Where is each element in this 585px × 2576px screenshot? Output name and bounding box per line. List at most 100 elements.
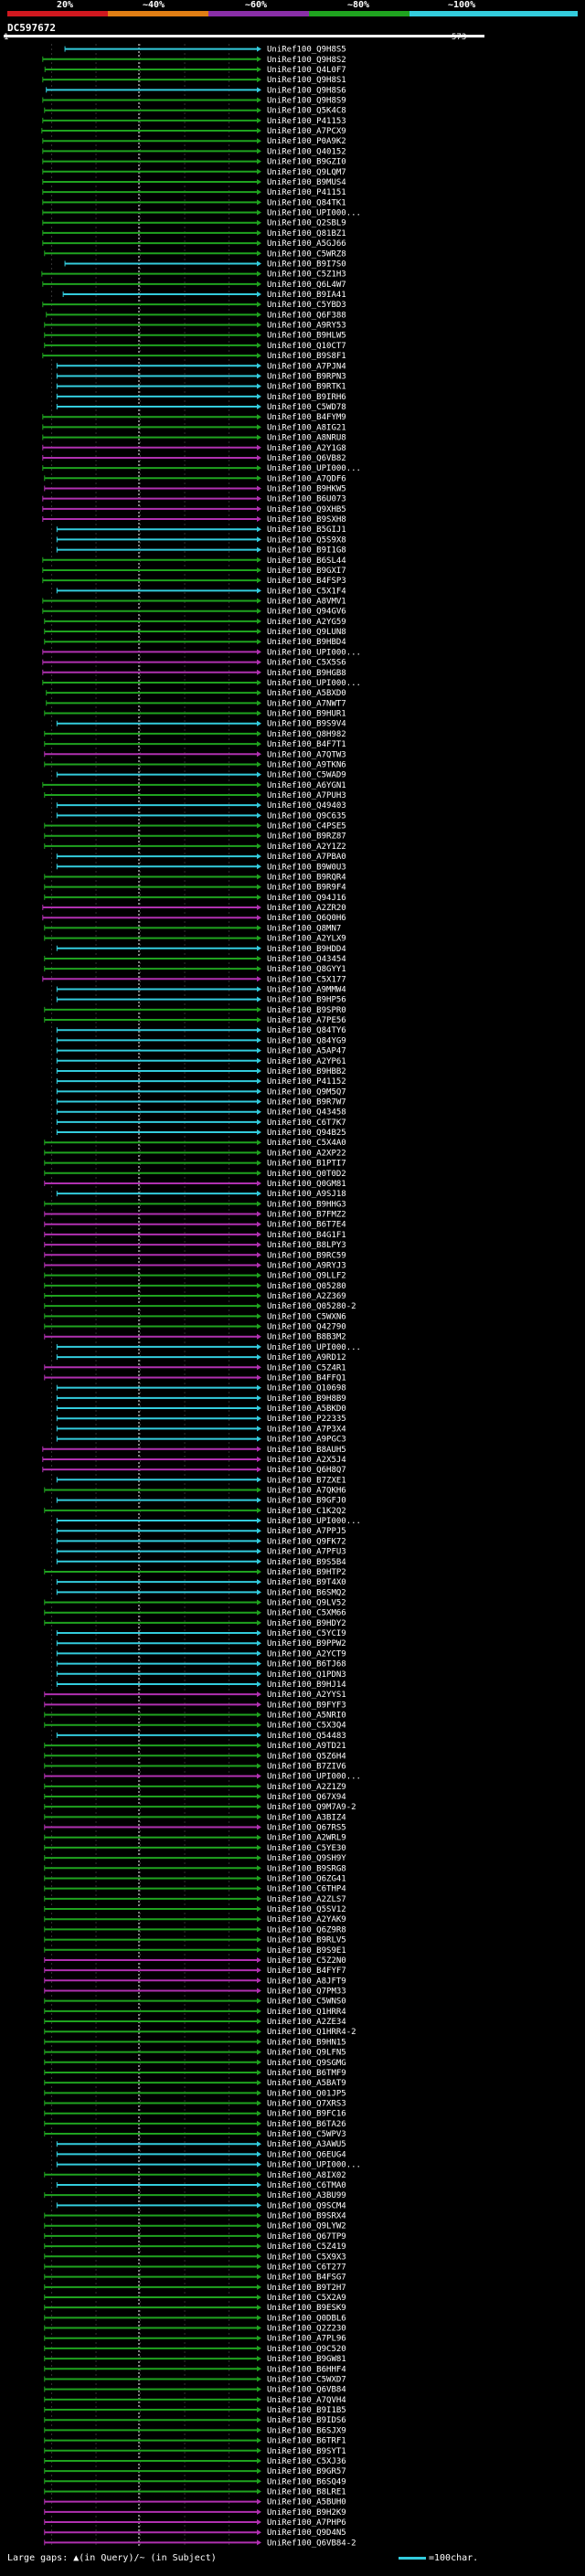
hit-arrow-10 — [257, 148, 261, 154]
hit-arrow-127 — [257, 1343, 261, 1350]
hit-arrow-65 — [257, 710, 261, 716]
hit-label-123: UniRef100_Q05280-2 — [267, 1302, 356, 1311]
legend-gaps: Large gaps: ▲(in Query)/~ (in Subject) — [7, 2553, 217, 2563]
hit-label-136: UniRef100_A9PGC3 — [267, 1436, 346, 1445]
hit-label-174: UniRef100_Q67RS5 — [267, 1824, 346, 1833]
hit-arrow-125 — [257, 1323, 261, 1330]
hit-arrow-115 — [257, 1221, 261, 1227]
hit-label-196: UniRef100_Q9LFN5 — [267, 2049, 346, 2058]
hit-arrow-147 — [257, 1548, 261, 1554]
hit-label-75: UniRef100_Q9C635 — [267, 811, 346, 821]
hit-label-233: UniRef100_B6SJX9 — [267, 2426, 346, 2435]
hit-arrow-73 — [257, 792, 261, 798]
hit-label-231: UniRef100_B9I1B5 — [267, 2406, 346, 2415]
hit-label-189: UniRef100_A8JFT9 — [267, 1977, 346, 1986]
hit-arrow-165 — [257, 1732, 261, 1738]
hit-arrow-164 — [257, 1722, 261, 1728]
hit-label-160: UniRef100_B9HJ14 — [267, 1680, 346, 1690]
hit-arrow-169 — [257, 1773, 261, 1779]
hit-arrow-190 — [257, 1988, 261, 1994]
hit-label-2: UniRef100_Q4L0F7 — [267, 66, 346, 75]
hit-arrow-113 — [257, 1201, 261, 1207]
hit-label-85: UniRef100_Q6Q0H6 — [267, 914, 346, 923]
hit-label-146: UniRef100_Q9FK72 — [267, 1537, 346, 1546]
hit-label-54: UniRef100_A8VMV1 — [267, 598, 346, 607]
hit-label-183: UniRef100_A2YAK9 — [267, 1915, 346, 1924]
hit-label-79: UniRef100_A7PBA0 — [267, 853, 346, 862]
hit-label-166: UniRef100_A9TD21 — [267, 1742, 346, 1751]
hit-label-81: UniRef100_B9RQR4 — [267, 873, 346, 882]
hit-label-232: UniRef100_B9IDS6 — [267, 2416, 346, 2425]
hit-label-206: UniRef100_Q6EUG4 — [267, 2150, 346, 2159]
hit-arrow-232 — [257, 2417, 261, 2423]
hit-label-164: UniRef100_C5X3Q4 — [267, 1722, 346, 1731]
hit-label-1: UniRef100_Q9H8S2 — [267, 56, 346, 65]
hit-arrow-204 — [257, 2131, 261, 2137]
hit-label-163: UniRef100_A5NRI0 — [267, 1712, 346, 1721]
hit-arrow-191 — [257, 1998, 261, 2004]
hit-arrow-109 — [257, 1160, 261, 1166]
hit-arrow-104 — [257, 1108, 261, 1115]
alignment-plot: UniRef100_Q9H8S5UniRef100_Q9H8S2UniRef10… — [41, 44, 361, 2548]
hit-label-26: UniRef100_Q6F388 — [267, 311, 346, 320]
hit-arrow-160 — [257, 1680, 261, 1687]
hit-arrow-134 — [257, 1415, 261, 1422]
hit-arrow-196 — [257, 2049, 261, 2055]
hit-arrow-136 — [257, 1436, 261, 1442]
hit-label-224: UniRef100_A7PL96 — [267, 2335, 346, 2344]
hit-arrow-231 — [257, 2407, 261, 2413]
scale-bar-40 — [108, 11, 208, 16]
hit-arrow-116 — [257, 1231, 261, 1237]
hit-arrow-166 — [257, 1743, 261, 1749]
hit-label-178: UniRef100_B9SRG8 — [267, 1864, 346, 1873]
hit-arrow-143 — [257, 1507, 261, 1513]
hit-label-61: UniRef100_B9HGB8 — [267, 669, 346, 678]
hit-label-125: UniRef100_Q42790 — [267, 1323, 346, 1332]
hit-arrow-217 — [257, 2263, 261, 2270]
hit-label-176: UniRef100_C5YE30 — [267, 1844, 346, 1853]
hit-arrow-79 — [257, 853, 261, 860]
hit-label-230: UniRef100_A7QVH4 — [267, 2396, 346, 2405]
hit-label-13: UniRef100_B9MUS4 — [267, 178, 346, 187]
hit-label-145: UniRef100_A7PPJ5 — [267, 1527, 346, 1536]
hit-label-117: UniRef100_B8LPY3 — [267, 1241, 346, 1250]
hit-arrow-111 — [257, 1180, 261, 1186]
hit-label-177: UniRef100_Q9SH9Y — [267, 1854, 346, 1863]
hit-arrow-224 — [257, 2335, 261, 2341]
hit-arrow-97 — [257, 1037, 261, 1044]
query-ruler — [4, 35, 484, 37]
hit-arrow-156 — [257, 1640, 261, 1647]
hit-arrow-135 — [257, 1426, 261, 1432]
hit-arrow-108 — [257, 1150, 261, 1156]
hit-label-8: UniRef100_A7PCX9 — [267, 127, 346, 136]
hit-label-67: UniRef100_Q8H982 — [267, 730, 346, 739]
hit-arrow-71 — [257, 771, 261, 778]
scale-bar-80 — [309, 11, 410, 16]
hit-arrow-52 — [257, 578, 261, 584]
hit-label-72: UniRef100_A6YGN1 — [267, 781, 346, 790]
hit-label-48: UniRef100_Q5S9X8 — [267, 535, 346, 545]
hit-label-181: UniRef100_A2ZLS7 — [267, 1895, 346, 1904]
hit-arrow-85 — [257, 915, 261, 921]
hit-arrow-168 — [257, 1763, 261, 1769]
hit-label-57: UniRef100_Q9LUN8 — [267, 628, 346, 637]
hit-label-11: UniRef100_B9GZI0 — [267, 158, 346, 167]
hit-label-83: UniRef100_Q94J16 — [267, 894, 346, 903]
hit-label-165: UniRef100_Q54483 — [267, 1732, 346, 1741]
hit-arrow-103 — [257, 1098, 261, 1105]
hit-label-148: UniRef100_B9S5B4 — [267, 1558, 346, 1567]
hit-arrow-225 — [257, 2345, 261, 2351]
hit-arrow-9 — [257, 138, 261, 144]
hit-label-64: UniRef100_A7NWT7 — [267, 699, 346, 708]
hit-label-32: UniRef100_B9RPN3 — [267, 372, 346, 381]
hit-arrow-201 — [257, 2100, 261, 2106]
hit-label-121: UniRef100_Q05280 — [267, 1282, 346, 1291]
hit-arrow-158 — [257, 1660, 261, 1667]
hit-label-240: UniRef100_A5BUH0 — [267, 2498, 346, 2507]
hit-label-173: UniRef100_A3BIZ4 — [267, 1813, 346, 1822]
hit-label-33: UniRef100_B9RTK1 — [267, 383, 346, 392]
hit-arrow-76 — [257, 822, 261, 829]
hit-label-147: UniRef100_A7PFU3 — [267, 1548, 346, 1557]
hit-arrow-2 — [257, 66, 261, 72]
hit-arrow-62 — [257, 679, 261, 685]
